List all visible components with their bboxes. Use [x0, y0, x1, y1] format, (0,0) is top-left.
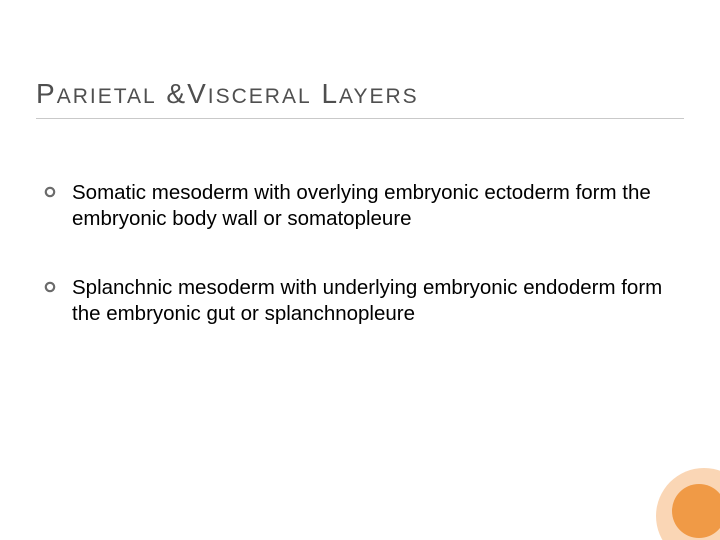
title-cap-0: P	[36, 78, 57, 109]
bullet-text: Somatic mesoderm with overlying embryoni…	[72, 180, 684, 231]
title-rest-1: ISCERAL	[208, 85, 312, 108]
title-rest-0: ARIETAL	[57, 85, 157, 108]
list-item: Somatic mesoderm with overlying embryoni…	[44, 180, 684, 231]
title-cap-2: L	[312, 78, 339, 109]
title-rest-2: AYERS	[339, 85, 419, 108]
bullet-text: Splanchnic mesoderm with underlying embr…	[72, 275, 684, 326]
corner-circle-inner	[672, 484, 720, 538]
title-cap-1: &V	[157, 78, 208, 109]
title-underline	[36, 118, 684, 119]
bullet-ring-icon	[44, 185, 56, 197]
body-content: Somatic mesoderm with overlying embryoni…	[44, 180, 684, 371]
slide: PARIETAL &VISCERAL LAYERS Somatic mesode…	[0, 0, 720, 540]
bullet-ring-icon	[44, 280, 56, 292]
slide-title: PARIETAL &VISCERAL LAYERS	[36, 78, 419, 110]
list-item: Splanchnic mesoderm with underlying embr…	[44, 275, 684, 326]
